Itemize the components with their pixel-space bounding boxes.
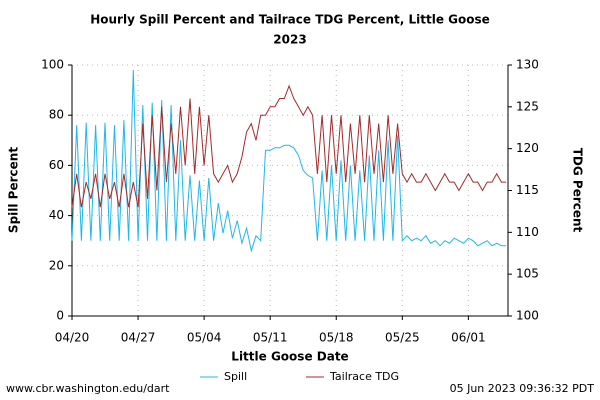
y-axis-label: Spill Percent: [7, 147, 21, 233]
y2-tick-label: 125: [516, 99, 539, 113]
x-tick-label: 05/25: [385, 331, 420, 345]
y2-tick-label: 130: [516, 58, 539, 72]
y2-tick-label: 100: [516, 309, 539, 323]
chart-title: 2023: [273, 33, 306, 47]
legend-label: Spill: [224, 370, 247, 383]
x-tick-label: 04/20: [55, 331, 90, 345]
y2-tick-label: 105: [516, 267, 539, 281]
x-tick-label: 06/01: [451, 331, 486, 345]
series-line: [71, 84, 507, 208]
y-tick-label: 80: [49, 108, 64, 122]
y2-tick-label: 115: [516, 183, 539, 197]
y-tick-label: 40: [49, 208, 64, 222]
series-line: [71, 69, 507, 253]
y-tick-label: 20: [49, 258, 64, 272]
y-tick-label: 60: [49, 158, 64, 172]
x-tick-label: 05/04: [187, 331, 222, 345]
y2-tick-label: 120: [516, 141, 539, 155]
source: www.cbr.washington.edu/dart: [6, 382, 170, 395]
y2-axis-label: TDG Percent: [571, 148, 585, 233]
chart-title: Hourly Spill Percent and Tailrace TDG Pe…: [90, 13, 490, 27]
y2-tick-label: 110: [516, 225, 539, 239]
timestamp: 05 Jun 2023 09:36:32 PDT: [450, 382, 595, 395]
x-tick-label: 05/11: [253, 331, 288, 345]
x-axis-label: Little Goose Date: [231, 350, 348, 364]
x-tick-label: 04/27: [121, 331, 156, 345]
legend-label: Tailrace TDG: [329, 370, 399, 383]
y-tick-label: 100: [41, 58, 64, 72]
y-tick-label: 0: [56, 309, 64, 323]
x-tick-label: 05/18: [319, 331, 354, 345]
